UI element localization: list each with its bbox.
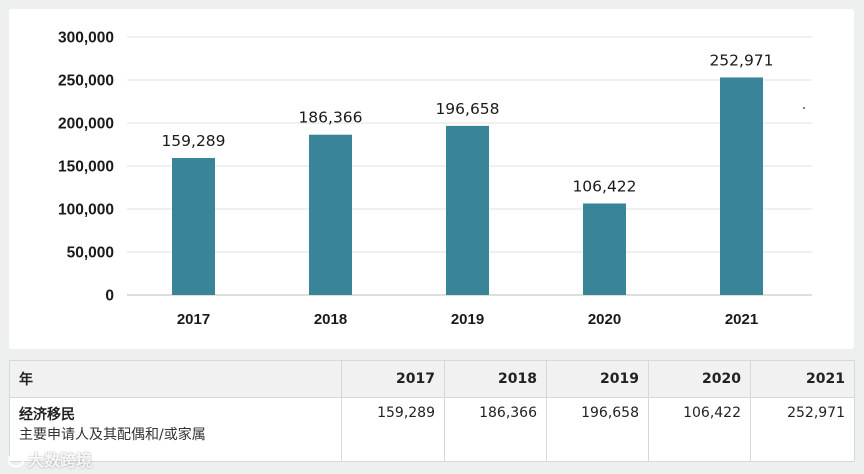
bar-2020: [583, 203, 626, 295]
data-label: 106,422: [572, 177, 636, 195]
x-tick-label: 2020: [588, 311, 621, 328]
cell-2021: 252,971: [750, 397, 855, 462]
bar-chart: 0 50,000 100,000 150,000 200,000 250,000 300,0…: [58, 30, 812, 328]
row-subtitle: 主要申请人及其配偶和/或家属: [19, 427, 206, 443]
x-tick-label: 2018: [314, 311, 347, 328]
y-tick-label: 250,000: [58, 73, 114, 90]
header-2018: 2018: [444, 360, 547, 398]
stray-dot: [803, 107, 805, 109]
data-labels: 159,289 186,366 196,658 106,422 252,971: [161, 51, 773, 195]
table-header-row: 年 2017 2018 2019 2020 2021: [9, 360, 855, 398]
table-row: 经济移民 主要申请人及其配偶和/或家属 159,289 186,366 196,…: [9, 397, 855, 462]
bars: [172, 77, 763, 296]
data-label: 196,658: [435, 100, 499, 118]
chart-panel: 0 50,000 100,000 150,000 200,000 250,000 300,0…: [9, 9, 854, 349]
y-tick-label: 150,000: [58, 159, 114, 176]
y-tick-label: 300,000: [58, 30, 114, 47]
x-tick-label: 2017: [177, 311, 210, 328]
bar-2019: [446, 125, 489, 296]
header-2020: 2020: [648, 360, 751, 398]
data-label: 159,289: [161, 132, 225, 150]
cell-2020: 106,422: [648, 397, 751, 462]
data-label: 186,366: [298, 109, 362, 127]
x-tick-label: 2019: [451, 311, 484, 328]
data-table: 年 2017 2018 2019 2020 2021 经济移民 主要申请人及其配…: [9, 360, 855, 462]
row-title: 经济移民: [19, 407, 75, 423]
header-2019: 2019: [546, 360, 649, 398]
cell-2018: 186,366: [444, 397, 547, 462]
x-axis-ticks: 2017 2018 2019 2020 2021: [177, 311, 758, 328]
y-tick-label: 200,000: [58, 116, 114, 133]
cell-2017: 159,289: [341, 397, 445, 462]
watermark: 大数跨境: [8, 447, 92, 471]
y-tick-label: 100,000: [58, 202, 114, 219]
bar-2018: [309, 134, 352, 295]
data-label: 252,971: [709, 51, 773, 69]
row-label-cell: 经济移民 主要申请人及其配偶和/或家属: [9, 397, 342, 462]
y-tick-label: 0: [105, 288, 114, 305]
header-2017: 2017: [341, 360, 445, 398]
bar-2021: [720, 77, 763, 295]
header-year: 年: [9, 360, 342, 398]
y-tick-label: 50,000: [67, 245, 114, 262]
bar-2017: [172, 158, 215, 295]
y-axis-ticks: 0 50,000 100,000 150,000 200,000 250,000 300,0…: [58, 30, 114, 305]
x-tick-label: 2021: [725, 311, 758, 328]
cell-2019: 196,658: [546, 397, 649, 462]
watermark-text: 大数跨境: [28, 451, 93, 470]
header-2021: 2021: [750, 360, 855, 398]
watermark-logo-icon: [8, 453, 24, 467]
